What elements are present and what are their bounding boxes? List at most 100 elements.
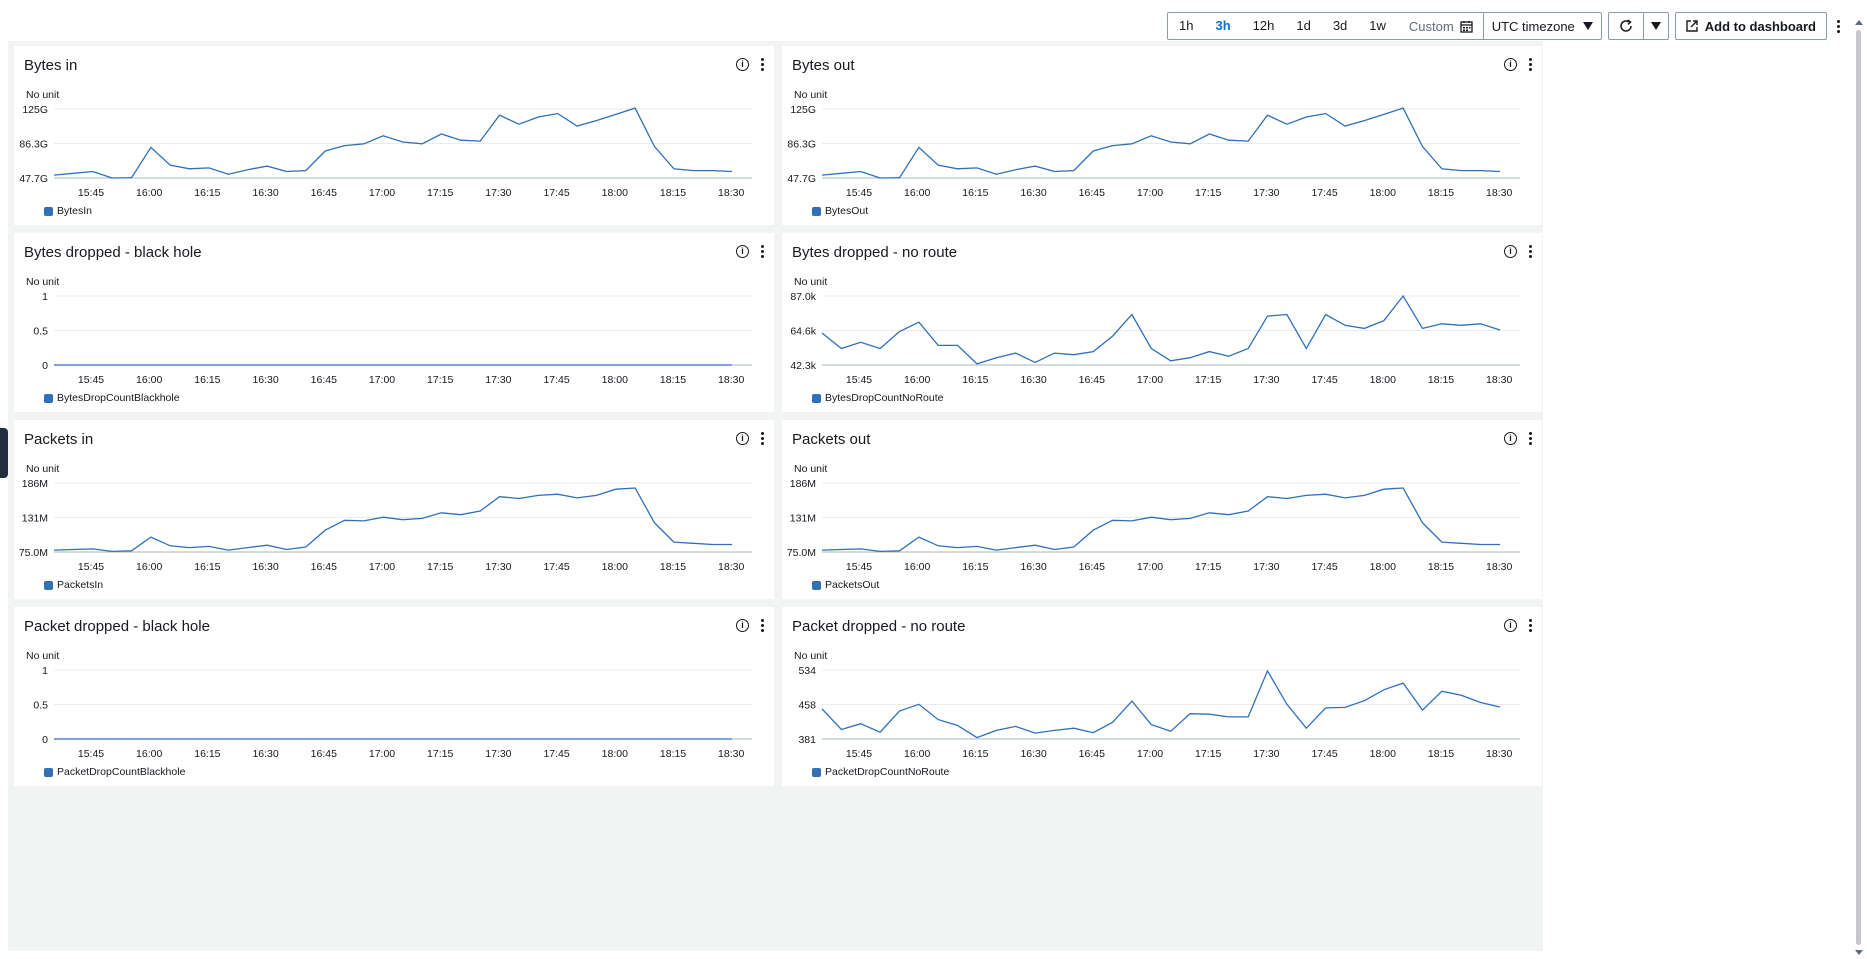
x-tick-label: 16:00 [136, 187, 162, 199]
x-tick-label: 15:45 [78, 374, 104, 386]
more-vertical-icon[interactable] [761, 245, 764, 258]
y-tick-label: 1 [42, 665, 48, 677]
range-12h[interactable]: 12h [1252, 18, 1275, 33]
dashboard-grid: Bytes in i No unit 125G 86.3G 47.7G 15:45 16:00… [8, 41, 1543, 951]
scrollbar[interactable] [1854, 20, 1863, 955]
x-tick-label: 18:15 [660, 187, 686, 199]
more-vertical-icon[interactable] [1529, 58, 1532, 71]
x-tick-label: 16:00 [904, 187, 930, 199]
x-tick-label: 15:45 [846, 187, 872, 199]
panel-title: Packets in [24, 431, 94, 448]
scroll-down-arrow[interactable] [1855, 950, 1863, 955]
more-vertical-icon[interactable] [761, 619, 764, 632]
series-line[interactable] [53, 487, 732, 553]
refresh-button[interactable] [1609, 13, 1644, 39]
x-tick-label: 17:15 [1195, 561, 1221, 573]
range-3h[interactable]: 3h [1215, 18, 1231, 33]
x-tick-label: 16:00 [904, 561, 930, 573]
x-tick-label: 16:45 [311, 187, 337, 199]
x-tick-label: 16:30 [1020, 187, 1046, 199]
scroll-thumb[interactable] [1856, 30, 1861, 945]
x-tick-label: 18:15 [1428, 561, 1454, 573]
x-tick-label: 16:45 [1079, 748, 1105, 760]
legend-item[interactable]: PacketDropCountNoRoute [812, 766, 949, 778]
x-tick-label: 16:15 [962, 748, 988, 760]
panel-title: Packet dropped - no route [792, 618, 966, 635]
x-tick-label: 18:30 [1486, 187, 1512, 199]
legend-item[interactable]: PacketsIn [44, 579, 103, 591]
y-tick-label: 125G [790, 104, 816, 116]
range-1w[interactable]: 1w [1369, 18, 1386, 33]
x-tick-label: 18:00 [602, 748, 628, 760]
info-icon[interactable]: i [1504, 432, 1517, 445]
info-icon[interactable]: i [1504, 619, 1517, 632]
legend-label: BytesOut [825, 205, 869, 217]
info-icon[interactable]: i [736, 245, 749, 258]
x-tick-label: 18:15 [1428, 187, 1454, 199]
x-tick-label: 18:00 [602, 374, 628, 386]
scroll-up-arrow[interactable] [1855, 20, 1863, 25]
timezone-select[interactable]: UTC timezone [1484, 13, 1601, 39]
timezone-label: UTC timezone [1491, 18, 1575, 34]
series-line[interactable] [821, 487, 1500, 553]
more-vertical-icon[interactable] [1529, 245, 1532, 258]
x-tick-label: 16:15 [962, 561, 988, 573]
range-1h[interactable]: 1h [1179, 18, 1194, 33]
info-icon[interactable]: i [736, 58, 749, 71]
legend-item[interactable]: BytesOut [812, 205, 868, 217]
y-tick-label: 47.7G [19, 173, 48, 185]
y-tick-label: 125G [22, 104, 48, 116]
legend-item[interactable]: BytesDropCountNoRoute [812, 392, 943, 404]
panel-actions: i [736, 58, 764, 71]
x-tick-label: 18:15 [1428, 748, 1454, 760]
x-tick-label: 18:30 [1486, 561, 1512, 573]
x-tick-label: 17:45 [1311, 561, 1337, 573]
series-line[interactable] [821, 294, 1501, 365]
x-tick-label: 18:30 [718, 374, 744, 386]
x-tick-label: 16:45 [1079, 374, 1105, 386]
panel-actions: i [1504, 432, 1532, 445]
series-line[interactable] [53, 107, 733, 179]
more-vertical-icon[interactable] [1529, 619, 1532, 632]
refresh-icon [1620, 19, 1632, 32]
add-to-dashboard-button[interactable]: Add to dashboard [1674, 12, 1827, 40]
legend-label: PacketDropCountBlackhole [57, 766, 186, 778]
info-icon[interactable]: i [1504, 58, 1517, 71]
x-tick-label: 15:45 [78, 748, 104, 760]
more-vertical-icon[interactable] [761, 58, 764, 71]
legend-item[interactable]: PacketsOut [812, 579, 879, 591]
info-icon[interactable]: i [736, 432, 749, 445]
panel-title: Bytes dropped - no route [792, 244, 958, 261]
external-link-icon [1686, 20, 1698, 32]
custom-range-button[interactable]: Custom [1397, 13, 1484, 39]
refresh-options-button[interactable] [1644, 13, 1668, 39]
series-line[interactable] [821, 107, 1501, 179]
series-line[interactable] [821, 669, 1501, 739]
legend-swatch [812, 206, 821, 216]
more-vertical-icon [1836, 19, 1840, 33]
x-tick-label: 15:45 [846, 374, 872, 386]
x-tick-label: 17:15 [1195, 748, 1221, 760]
range-3d[interactable]: 3d [1332, 18, 1348, 33]
x-tick-label: 16:45 [1079, 561, 1105, 573]
range-1d[interactable]: 1d [1296, 18, 1311, 33]
legend-swatch [44, 767, 53, 777]
legend-item[interactable]: BytesDropCountBlackhole [44, 392, 180, 404]
panel-title: Bytes dropped - black hole [24, 244, 202, 261]
x-tick-label: 16:15 [962, 187, 988, 199]
page-actions-menu[interactable] [1833, 12, 1843, 40]
legend-item[interactable]: PacketDropCountBlackhole [44, 766, 185, 778]
more-vertical-icon[interactable] [761, 432, 764, 445]
y-tick-label: 131M [790, 513, 816, 525]
more-vertical-icon[interactable] [1529, 432, 1532, 445]
legend-swatch [44, 393, 53, 403]
panel-actions: i [736, 619, 764, 632]
x-tick-label: 16:45 [311, 561, 337, 573]
line-chart: 125G 86.3G 47.7G 15:45 16:00 16:15 16:30 16:45 1… [787, 104, 1520, 199]
x-tick-label: 17:00 [369, 374, 395, 386]
info-icon[interactable]: i [1504, 245, 1517, 258]
side-panel-toggle[interactable] [0, 428, 8, 478]
legend-item[interactable]: BytesIn [44, 205, 92, 217]
info-icon[interactable]: i [736, 619, 749, 632]
y-tick-label: 534 [798, 665, 816, 677]
